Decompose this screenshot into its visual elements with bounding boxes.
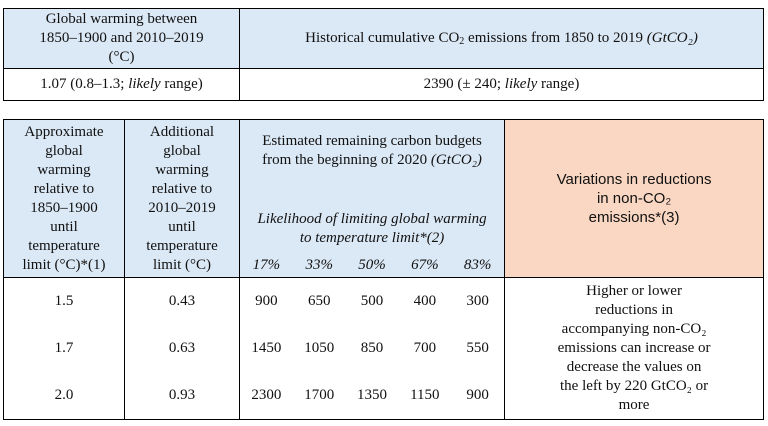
emissions-header-suffix: emissions from 1850 to 2019 — [464, 30, 647, 46]
budget-value: 1450 — [251, 340, 282, 356]
warming-header-cell: Global warming between 1850–1900 and 201… — [3, 8, 240, 69]
likelihood-line: to temperature limit*(2) — [299, 230, 445, 246]
budget-title: Estimated remaining carbon budgets from … — [240, 132, 504, 170]
limit-value: 1.5 — [54, 293, 74, 309]
warming-header-line: Global warming between — [45, 11, 198, 27]
budget-value: 400 — [413, 293, 437, 309]
budget-value: 1050 — [304, 340, 335, 356]
header-line: limit (°C) — [152, 256, 212, 273]
header-line: temperature — [28, 237, 100, 254]
emissions-header-cell: Historical cumulative CO2 emissions from… — [239, 8, 764, 69]
budget-title-line: from the beginning of 2020 — [262, 152, 431, 168]
warming-header-line: (°C) — [108, 49, 135, 65]
header-line: in non-CO₂ — [596, 190, 672, 207]
likelihood-title: Likelihood of limiting global warming to… — [240, 210, 504, 248]
budget-value: 300 — [466, 293, 489, 309]
percentile-label: 83% — [463, 257, 492, 273]
header-line: relative to — [33, 180, 95, 197]
variations-line: accompanying non-CO₂ — [561, 321, 707, 337]
additional-value: 0.93 — [168, 387, 196, 403]
budget-row: 900 650 500 400 300 — [240, 292, 504, 311]
limit-value: 2.0 — [54, 387, 74, 403]
budget-values-cell: 900 650 500 400 300 1450 1050 850 700 55… — [238, 277, 506, 420]
variations-line: Higher or lower — [586, 283, 682, 299]
budget-value: 2300 — [251, 387, 282, 403]
variations-line: decrease the values on — [566, 359, 702, 375]
budget-value: 550 — [466, 340, 489, 356]
additional-warming-header: Additional global warming relative to 20… — [124, 119, 240, 278]
header-line: Additional — [149, 123, 215, 140]
percentile-label: 67% — [411, 257, 439, 273]
range-label: range) — [537, 76, 580, 92]
additional-value: 0.43 — [168, 293, 196, 309]
budget-value: 850 — [360, 340, 384, 356]
budget-value: 650 — [307, 293, 331, 309]
percentile-label: 33% — [305, 257, 333, 273]
variations-line: reductions in — [595, 302, 674, 318]
variations-text-cell: Higher or lower reductions in accompanyi… — [504, 277, 765, 420]
percentile-label: 50% — [358, 257, 386, 273]
budget-value: 900 — [466, 387, 489, 403]
header-line: limit (°C)*(1) — [22, 256, 106, 273]
budget-row: 1450 1050 850 700 550 — [240, 339, 504, 358]
header-line: relative to — [151, 180, 213, 197]
header-line: Variations in reductions — [556, 171, 712, 188]
variations-header: Variations in reductions in non-CO₂ emis… — [504, 119, 765, 278]
header-line: Approximate — [24, 123, 104, 140]
emissions-header-unit: (GtCO₂) — [646, 30, 698, 46]
variations-line: the left by 220 GtCO₂ or — [560, 378, 709, 394]
warming-value: 1.07 (0.8–1.3; — [40, 76, 129, 92]
percentile-label: 17% — [252, 257, 281, 273]
range-label: range) — [160, 76, 203, 92]
variations-line: emissions can increase or — [557, 340, 711, 356]
header-line: until — [168, 218, 196, 235]
budget-row: 2300 1700 1350 1150 900 — [240, 386, 504, 405]
additional-value: 0.63 — [168, 340, 196, 356]
carbon-budgets-header: Estimated remaining carbon budgets from … — [238, 119, 506, 278]
variations-line: more — [618, 397, 650, 413]
header-line: until — [50, 218, 78, 235]
limit-value: 1.7 — [54, 340, 74, 356]
budget-title-line: Estimated remaining carbon budgets — [262, 133, 482, 149]
header-line: emissions*(3) — [588, 209, 680, 226]
percentile-row: 17% 33% 50% 67% 83% — [240, 256, 504, 275]
header-line: warming — [37, 161, 91, 178]
header-line: warming — [155, 161, 209, 178]
budget-value: 500 — [360, 293, 384, 309]
header-line: global — [45, 142, 83, 159]
likelihood-line: Likelihood of limiting global warming — [257, 211, 487, 227]
emissions-value-cell: 2390 (± 240; likely range) — [239, 68, 764, 101]
header-line: 2010–2019 — [148, 199, 216, 216]
emissions-header-prefix: Historical cumulative CO — [305, 30, 460, 46]
budget-value: 1700 — [304, 387, 335, 403]
budget-value: 700 — [413, 340, 437, 356]
warming-header-line: 1850–1900 and 2010–2019 — [39, 30, 204, 46]
header-line: 1850–1900 — [30, 199, 98, 216]
limit-values-cell: 1.5 1.7 2.0 — [3, 277, 125, 420]
emissions-value: 2390 (± 240; — [423, 76, 505, 92]
warming-value-cell: 1.07 (0.8–1.3; likely range) — [3, 68, 240, 101]
budget-value: 900 — [255, 293, 278, 309]
budget-value: 1350 — [357, 387, 388, 403]
historical-summary-table: Global warming between 1850–1900 and 201… — [3, 8, 764, 101]
approx-warming-header: Approximate global warming relative to 1… — [3, 119, 125, 278]
likely-label: likely — [128, 76, 161, 92]
budget-title-unit: (GtCO₂) — [430, 152, 482, 168]
header-line: temperature — [146, 237, 218, 254]
header-line: global — [163, 142, 201, 159]
carbon-budget-table: Approximate global warming relative to 1… — [3, 119, 765, 420]
emissions-header-sub: 2 — [459, 36, 465, 47]
additional-values-cell: 0.43 0.63 0.93 — [124, 277, 240, 420]
likely-label: likely — [504, 76, 538, 92]
budget-value: 1150 — [410, 387, 440, 403]
